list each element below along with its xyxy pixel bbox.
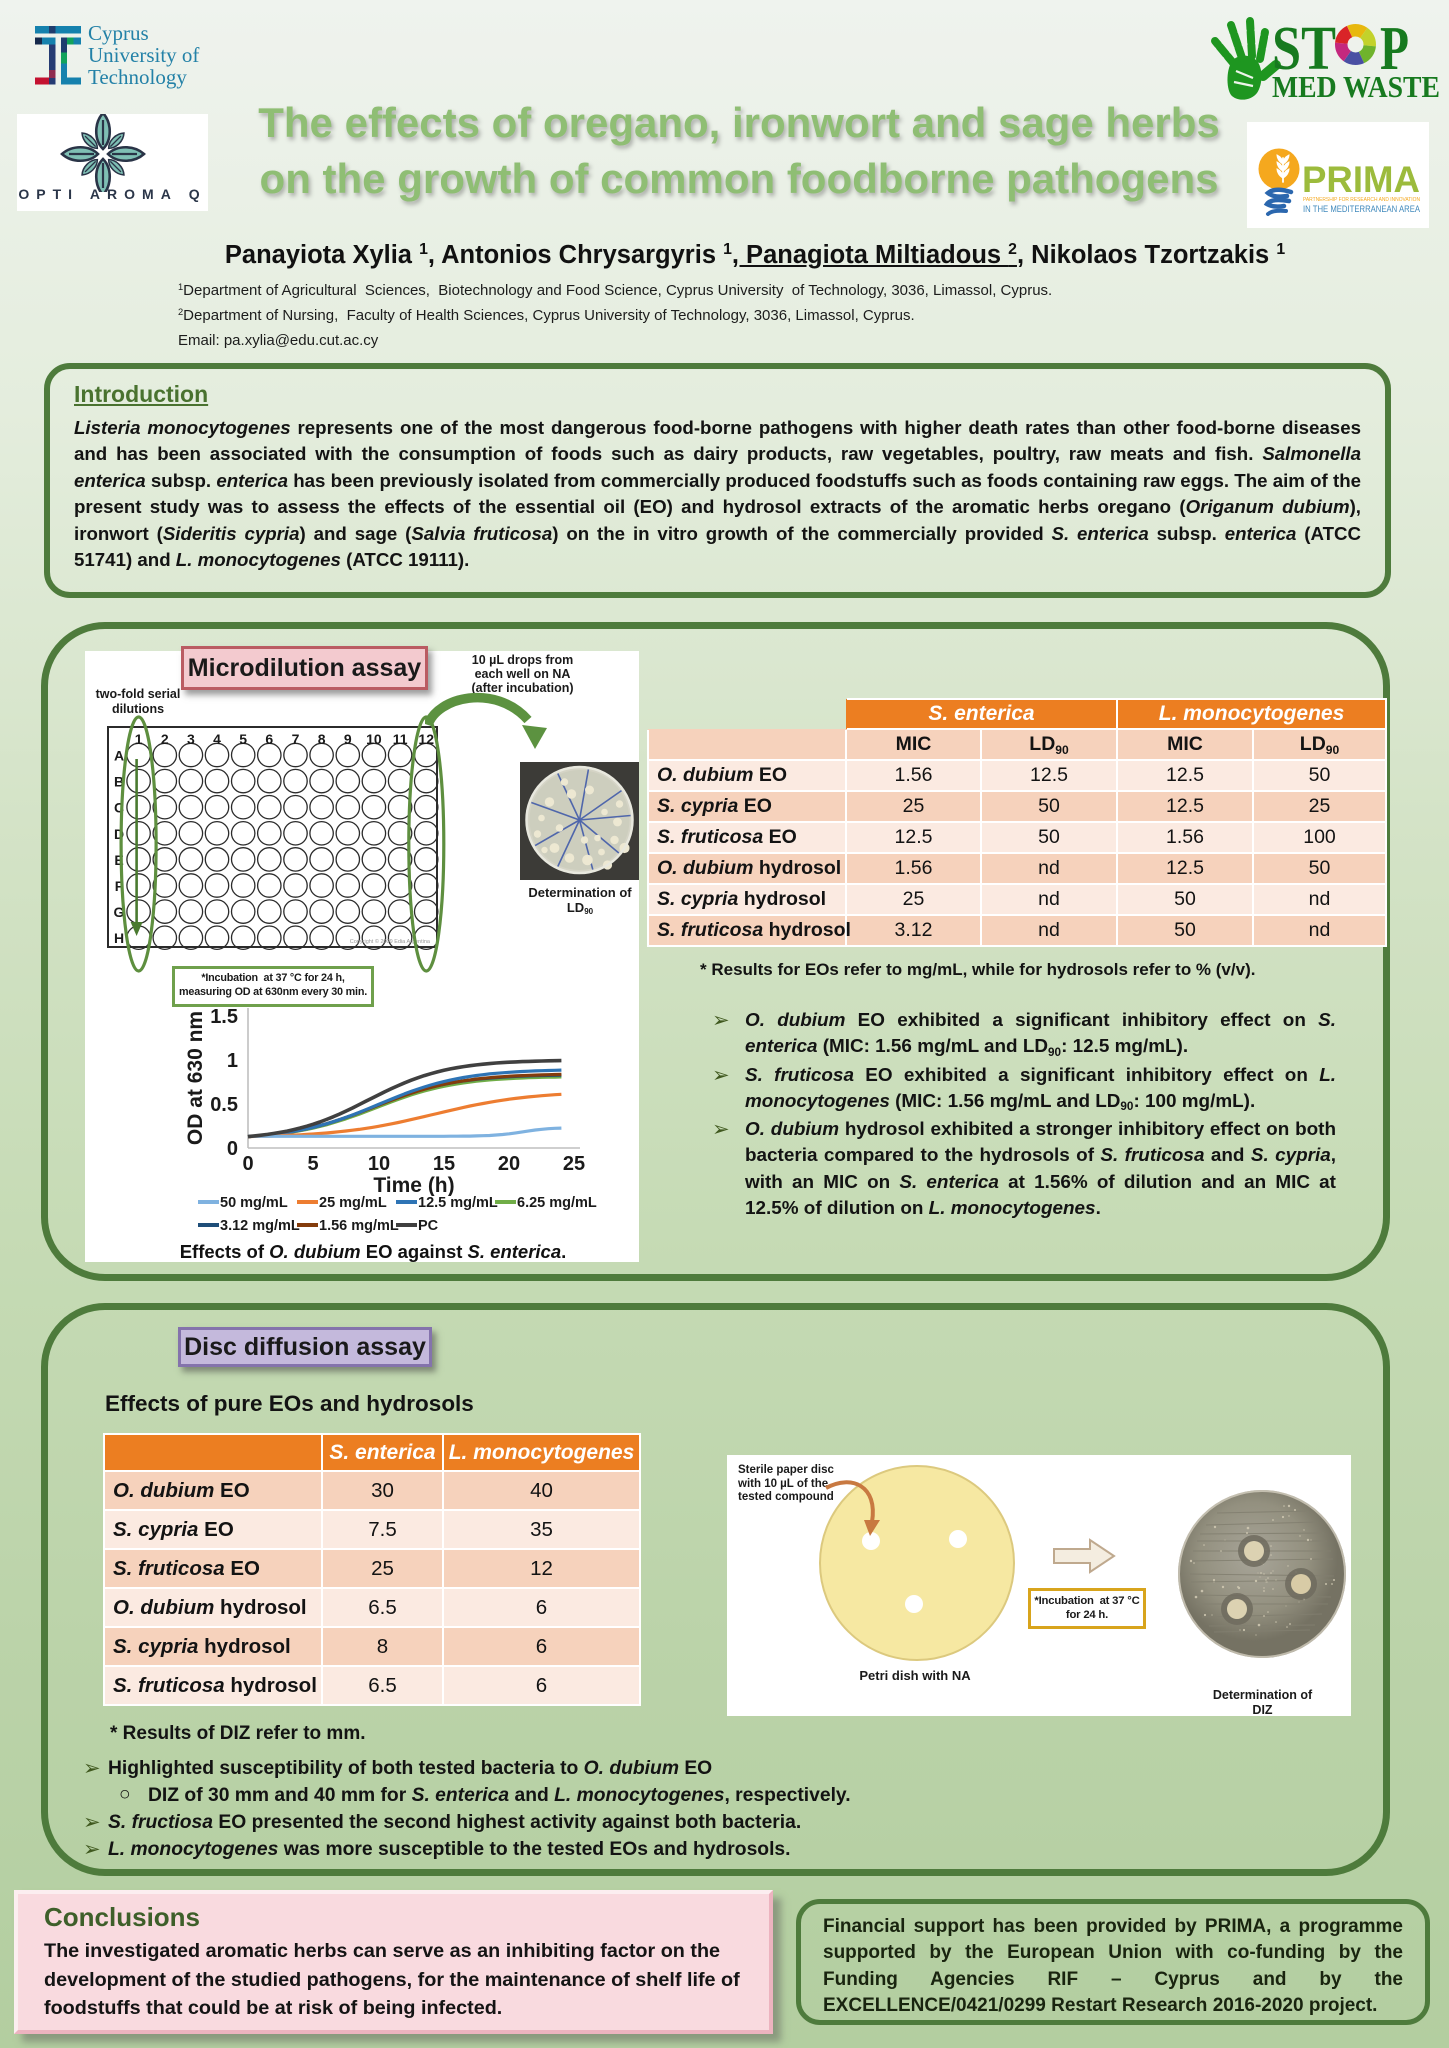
- svg-text:Time (h): Time (h): [373, 1174, 454, 1196]
- svg-text:6: 6: [265, 731, 273, 747]
- svg-text:8: 8: [318, 731, 326, 747]
- svg-text:ST: ST: [1272, 15, 1336, 83]
- svg-text:15: 15: [433, 1153, 455, 1175]
- svg-text:PRIMA: PRIMA: [1302, 159, 1420, 200]
- svg-text:3: 3: [187, 731, 195, 747]
- svg-text:20: 20: [498, 1153, 520, 1175]
- svg-text:7: 7: [292, 731, 300, 747]
- svg-text:25: 25: [563, 1153, 585, 1175]
- svg-text:5: 5: [307, 1153, 318, 1175]
- svg-text:MED WASTE: MED WASTE: [1272, 69, 1440, 104]
- svg-text:P: P: [1380, 15, 1409, 83]
- svg-text:C: C: [114, 800, 124, 816]
- svg-text:2: 2: [161, 731, 169, 747]
- svg-text:Copyright © 2009 Edia Argentin: Copyright © 2009 Edia Argentina: [350, 938, 431, 945]
- svg-text:B: B: [114, 774, 124, 790]
- svg-text:1: 1: [135, 731, 143, 747]
- svg-text:IN THE MEDITERRANEAN AREA: IN THE MEDITERRANEAN AREA: [1303, 204, 1420, 214]
- svg-text:D: D: [114, 826, 124, 842]
- svg-text:1: 1: [227, 1050, 238, 1072]
- svg-text:0: 0: [227, 1138, 238, 1160]
- svg-text:11: 11: [393, 731, 408, 747]
- svg-text:10: 10: [366, 731, 382, 747]
- svg-text:PARTNERSHIP FOR RESEARCH AND I: PARTNERSHIP FOR RESEARCH AND INNOVATION: [1303, 197, 1420, 203]
- svg-text:F: F: [115, 878, 124, 894]
- svg-text:G: G: [114, 904, 125, 920]
- svg-text:A: A: [114, 748, 124, 764]
- svg-text:OD at 630 nm: OD at 630 nm: [184, 1011, 207, 1145]
- svg-text:12: 12: [418, 731, 434, 747]
- svg-text:0.5: 0.5: [210, 1094, 238, 1116]
- svg-text:1.5: 1.5: [210, 1006, 238, 1028]
- svg-text:10: 10: [368, 1153, 390, 1175]
- svg-text:5: 5: [239, 731, 247, 747]
- svg-text:4: 4: [213, 731, 221, 747]
- svg-text:E: E: [114, 852, 123, 868]
- svg-text:H: H: [114, 930, 124, 946]
- svg-text:0: 0: [242, 1153, 253, 1175]
- svg-text:9: 9: [344, 731, 352, 747]
